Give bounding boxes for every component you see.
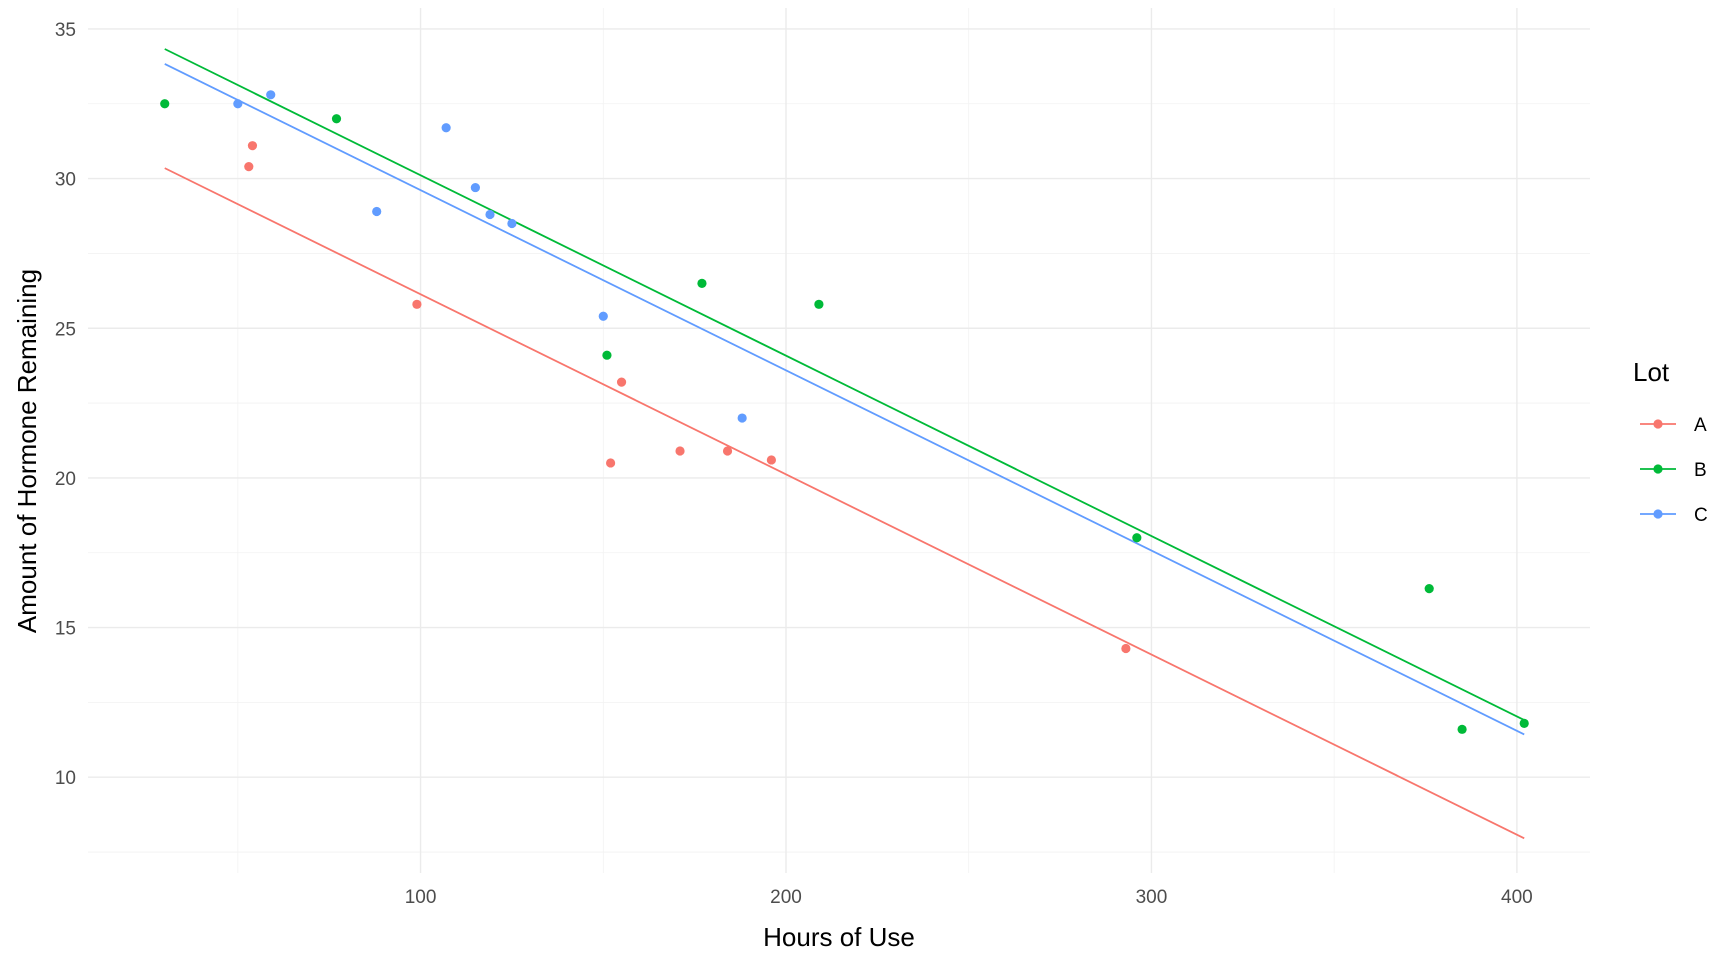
fit-line-a [164,167,1525,840]
legend-item-b: B [1640,460,1707,481]
legend-keys: A B C [1640,415,1708,526]
x-tick-label: 300 [1136,887,1168,908]
data-points [160,90,1529,734]
legend-title: Lot [1633,357,1670,387]
legend-key-point [1653,509,1663,519]
point-a [244,162,254,172]
point-b [1132,533,1142,543]
major-gridlines [88,8,1590,873]
legend-key-point [1653,419,1663,429]
point-c [507,218,517,229]
minor-gridlines [88,8,1590,873]
y-tick-label: 20 [55,469,76,490]
x-tick-label: 100 [405,887,437,908]
y-tick-label: 35 [55,20,76,41]
y-tick-label: 30 [55,170,76,191]
point-a [766,455,776,465]
legend-label: B [1694,460,1707,481]
regression-lines [164,48,1525,840]
point-a [616,377,627,387]
point-c [372,206,382,217]
fit-line-c [164,63,1525,736]
point-b [602,350,612,360]
point-a [1121,643,1131,654]
point-a [247,141,258,151]
x-tick-label: 400 [1501,887,1533,908]
legend-label: C [1694,505,1708,526]
point-a [605,458,616,468]
point-b [1519,718,1529,728]
point-b [331,114,342,124]
point-b [814,299,824,309]
point-c [470,182,480,193]
x-axis-tick-labels: 100 200 300 400 [405,887,1533,908]
legend-key-point [1653,464,1663,474]
point-c [737,413,747,423]
point-b [697,278,707,288]
x-tick-label: 200 [770,887,802,908]
legend-item-a: A [1640,415,1707,436]
y-tick-label: 10 [55,768,76,789]
point-a [722,446,733,456]
point-a [675,446,685,456]
plot-panel [88,8,1590,873]
legend-item-c: C [1640,505,1708,526]
point-c [441,123,451,133]
legend-label: A [1694,415,1707,436]
y-axis-title: Amount of Hormone Remaining [12,269,42,633]
point-b [1424,584,1434,594]
point-b [160,99,170,109]
point-c [233,99,243,109]
y-tick-label: 15 [55,619,76,640]
y-tick-label: 25 [55,319,76,340]
point-b [1457,724,1467,734]
fit-line-b [164,48,1525,721]
y-axis-tick-labels: 10 15 20 25 30 35 [55,20,76,789]
point-a [412,299,422,309]
point-c [598,311,608,321]
point-c [485,209,495,220]
point-c [266,90,276,100]
x-axis-title: Hours of Use [763,922,915,952]
legend: Lot A B C [1633,357,1708,526]
